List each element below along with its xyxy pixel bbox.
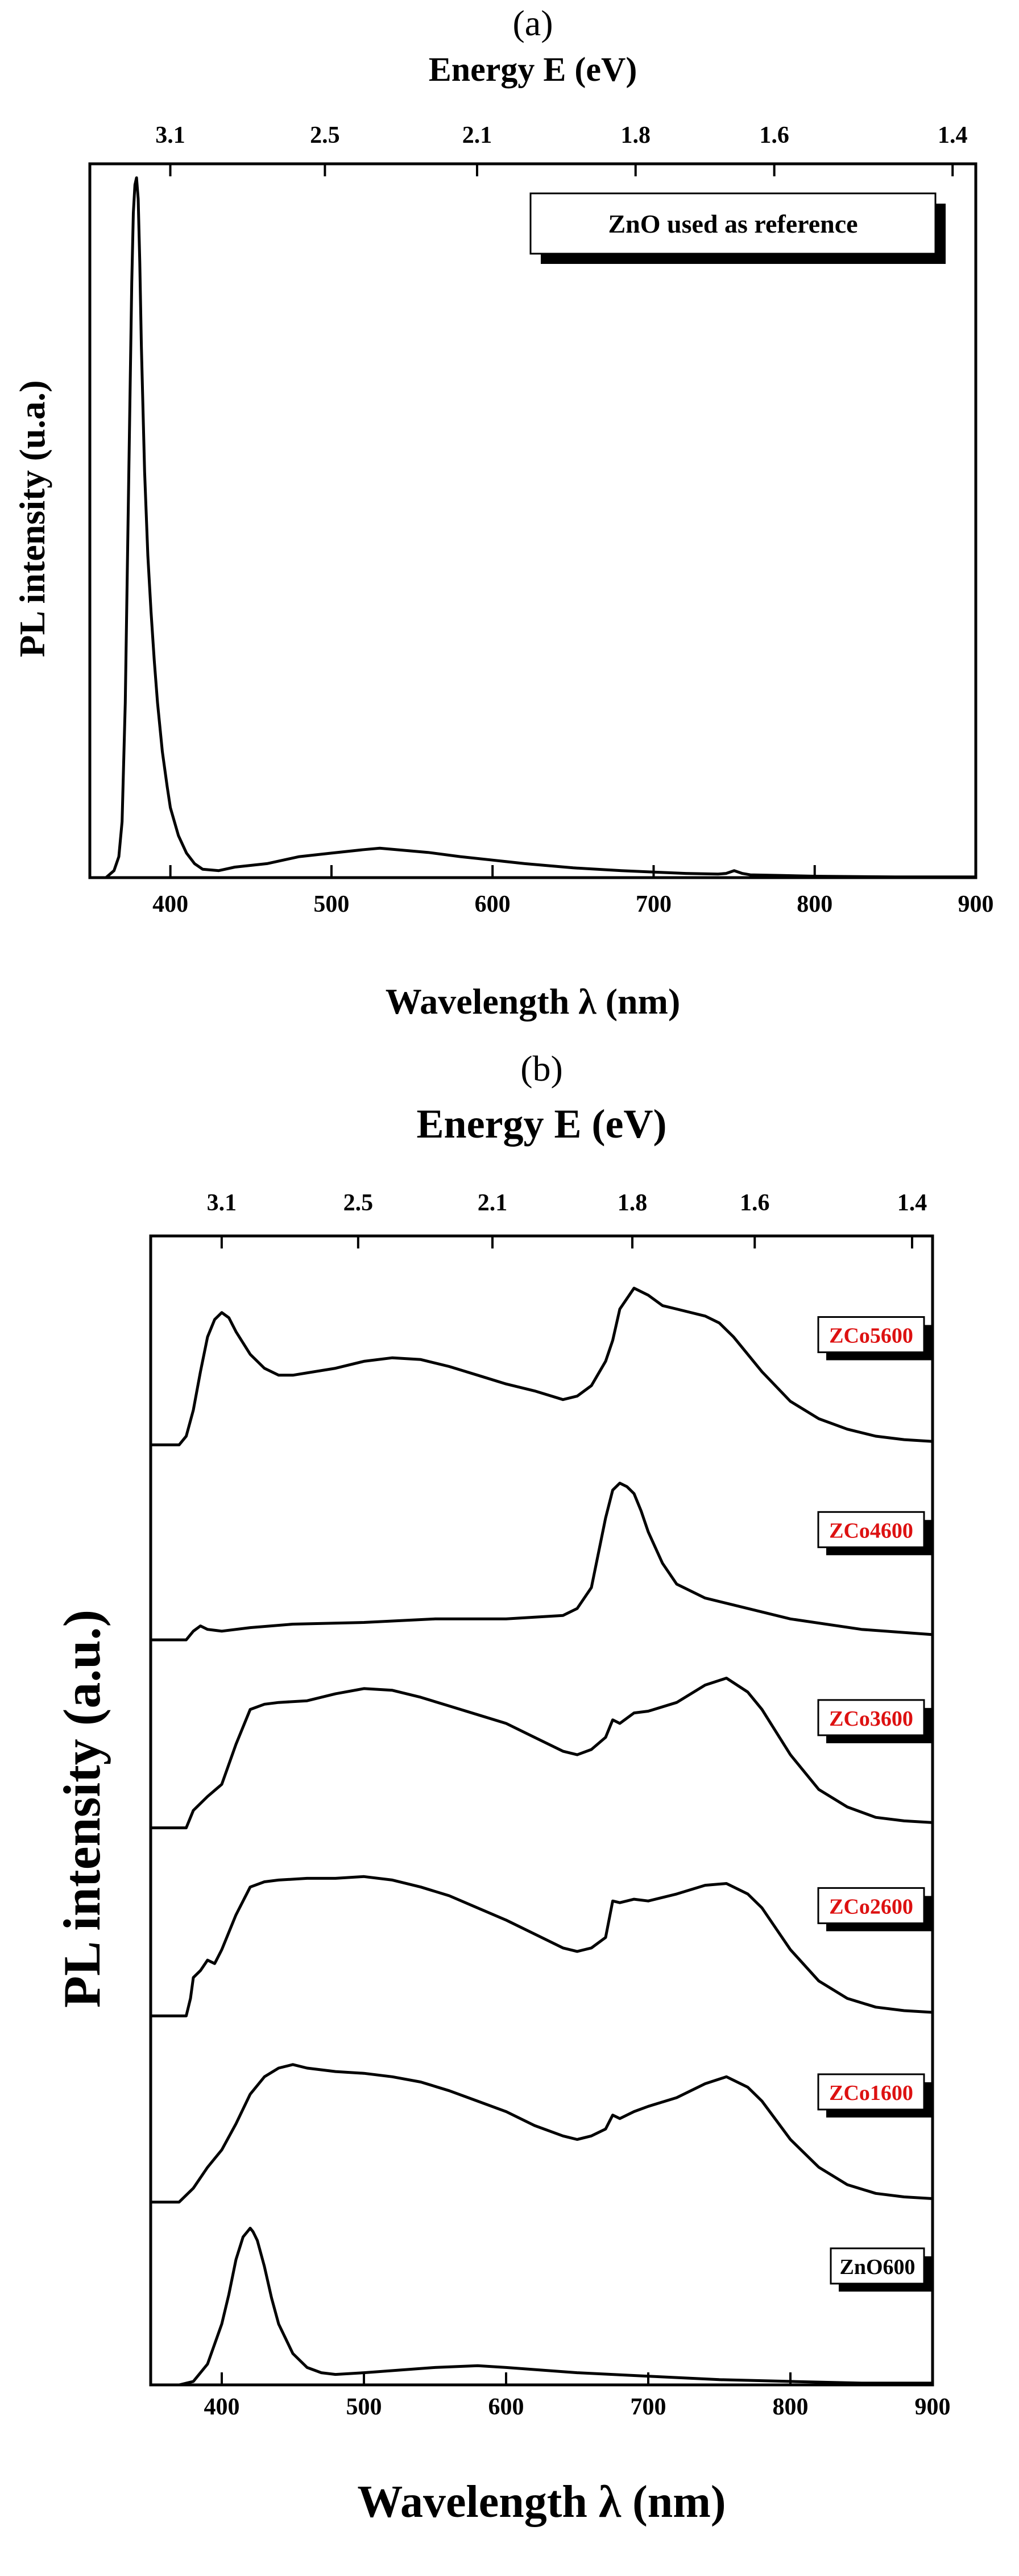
top-tick-label: 2.1	[462, 122, 492, 148]
legend-box	[830, 2247, 925, 2285]
x-axis-label: Wavelength λ (nm)	[386, 981, 681, 1022]
panel-label: (a)	[512, 3, 553, 43]
x-axis-label: Wavelength λ (nm)	[357, 2477, 726, 2527]
legend-box	[817, 1511, 925, 1548]
x-tick-label: 800	[773, 2394, 809, 2420]
top-tick-label: 1.8	[618, 1190, 648, 1216]
series-line-zco5600	[151, 1287, 933, 1446]
legend-box	[817, 1699, 925, 1736]
series-line-zco2600	[151, 1875, 933, 2017]
series-line-zco3600	[151, 1676, 933, 1830]
x-tick-label: 500	[346, 2394, 382, 2420]
y-axis-label: PL intensity (u.a.)	[12, 380, 52, 657]
legend-box	[817, 1316, 925, 1354]
panel-label: (b)	[520, 1048, 563, 1089]
series-line-zco1600	[151, 2063, 933, 2204]
top-axis-label: Energy E (eV)	[429, 51, 637, 88]
x-tick-label: 700	[631, 2394, 666, 2420]
top-tick-label: 1.8	[620, 122, 651, 148]
panel-a: (a) Energy E (eV) 400 500 600 700 800 900 3.1 2.5…	[12, 3, 994, 1022]
legend-label: ZCo3600	[829, 1707, 913, 1731]
top-tick-label: 3.1	[155, 122, 185, 148]
legend-box	[529, 192, 937, 255]
x-tick-label: 500	[313, 891, 349, 917]
legend-label: ZCo4600	[829, 1519, 913, 1543]
panel-b: (b) Energy E (eV) 400 500 600 700 800 900 3.1 2.5…	[53, 1048, 951, 2527]
x-tick-label: 700	[636, 891, 672, 917]
top-tick-label: 1.6	[740, 1190, 770, 1216]
x-tick-label: 400	[152, 891, 188, 917]
legend-label: ZCo2600	[829, 1895, 913, 1918]
top-tick-label: 1.6	[759, 122, 789, 148]
y-axis-label: PL intensity (a.u.)	[53, 1610, 111, 2008]
legend-box	[817, 2073, 925, 2111]
x-tick-label: 400	[204, 2394, 240, 2420]
x-tick-label: 900	[958, 891, 994, 917]
top-tick-label: 2.5	[310, 122, 340, 148]
legend-label: ZnO600	[839, 2255, 915, 2279]
top-tick-label: 2.5	[343, 1190, 374, 1216]
top-tick-label: 1.4	[897, 1190, 927, 1216]
top-axis-label: Energy E (eV)	[417, 1101, 667, 1147]
legend-label: ZnO used as reference	[608, 209, 858, 238]
x-tick-label: 900	[915, 2394, 951, 2420]
x-tick-label: 600	[475, 891, 511, 917]
legend-label: ZCo5600	[829, 1324, 913, 1348]
plot-frame	[149, 1234, 934, 2387]
top-tick-label: 1.4	[938, 122, 968, 148]
top-tick-label: 2.1	[478, 1190, 508, 1216]
legend-label: ZCo1600	[829, 2081, 913, 2105]
legend-box	[817, 1887, 925, 1924]
x-tick-label: 600	[488, 2394, 524, 2420]
plot-frame	[88, 162, 977, 879]
series-line-zno600	[151, 2227, 933, 2387]
top-tick-label: 3.1	[207, 1190, 237, 1216]
x-tick-label: 800	[797, 891, 832, 917]
series-line-zno-used-as-reference	[90, 176, 976, 879]
series-line-zco4600	[151, 1482, 933, 1641]
